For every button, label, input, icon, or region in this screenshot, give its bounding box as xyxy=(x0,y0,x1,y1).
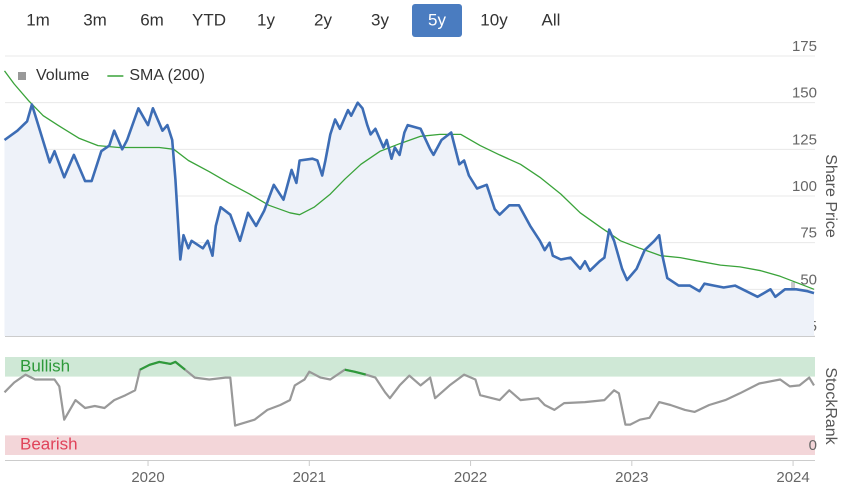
range-button-selected[interactable] xyxy=(412,4,462,37)
legend-label: SMA (200) xyxy=(129,67,205,84)
x-tick-label: 2020 xyxy=(131,469,164,486)
range-button[interactable]: 2y xyxy=(314,10,332,29)
y-tick-label: 75 xyxy=(800,225,817,242)
range-button[interactable]: 1m xyxy=(26,10,50,29)
y-tick-label: 0 xyxy=(809,437,817,454)
range-button[interactable]: All xyxy=(542,10,561,29)
line-highlight xyxy=(344,368,366,376)
price-area xyxy=(4,102,814,336)
y-tick-label: 100 xyxy=(792,178,817,195)
y-axis-label: StockRank xyxy=(822,367,839,445)
x-tick-label: 2021 xyxy=(293,469,326,486)
line xyxy=(3,70,815,290)
band-label: Bearish xyxy=(20,435,78,454)
x-tick-label: 2023 xyxy=(615,469,648,486)
y-tick-label: 50 xyxy=(800,271,817,288)
y-tick-label: 150 xyxy=(792,85,817,102)
band-label: Bullish xyxy=(20,356,70,375)
y-tick-label: 175 xyxy=(792,38,817,55)
range-button[interactable]: 3y xyxy=(371,10,389,29)
range-button[interactable]: 10y xyxy=(480,10,508,29)
band xyxy=(5,357,815,377)
legend-label: Volume xyxy=(36,67,89,84)
range-button[interactable]: 5y xyxy=(428,10,446,29)
x-tick-label: 2022 xyxy=(454,469,487,486)
x-tick-label: 2024 xyxy=(776,469,809,486)
line xyxy=(3,360,815,427)
range-button[interactable]: 1y xyxy=(257,10,275,29)
line xyxy=(3,101,815,299)
range-button[interactable]: 3m xyxy=(83,10,107,29)
y-tick-label: 125 xyxy=(792,131,817,148)
legend-swatch xyxy=(18,72,26,80)
range-button[interactable]: 6m xyxy=(140,10,164,29)
line-highlight xyxy=(139,360,186,371)
band xyxy=(5,435,815,455)
y-axis-label: Share Price xyxy=(822,154,839,238)
range-button[interactable]: YTD xyxy=(192,10,226,29)
